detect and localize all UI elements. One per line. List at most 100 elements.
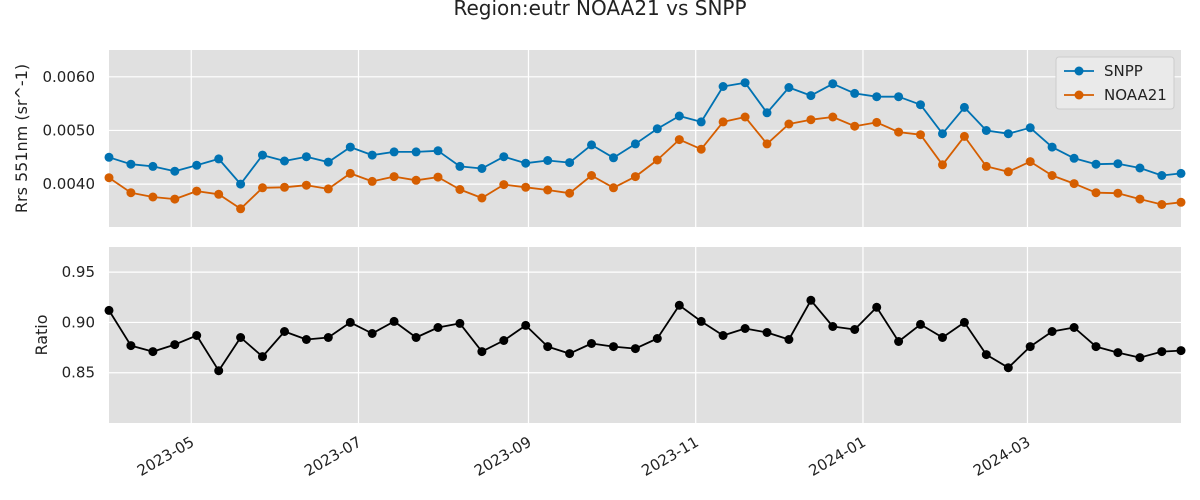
point-top-0-2	[148, 161, 158, 171]
point-top-1-19	[521, 182, 531, 192]
point-top-0-20	[543, 156, 553, 165]
point-top-1-23	[609, 183, 618, 193]
point-top-0-17	[477, 164, 487, 173]
point-top-0-43	[1047, 142, 1057, 152]
point-top-0-35	[872, 92, 882, 102]
series-layer-top	[104, 78, 1186, 214]
point-top-0-28	[718, 82, 728, 91]
point-top-1-9	[301, 180, 311, 190]
x-tick-label-2: 2023-09	[471, 433, 534, 480]
point-bottom-0-18	[499, 336, 509, 345]
chart-title: Region:eutr NOAA21 vs SNPP	[453, 0, 746, 20]
point-bottom-0-19	[521, 320, 531, 330]
point-top-0-16	[455, 161, 465, 171]
point-bottom-0-45	[1091, 342, 1101, 352]
point-bottom-0-8	[280, 327, 289, 336]
point-top-1-15	[433, 172, 443, 182]
y-tick-label-bottom-2: 0.95	[62, 263, 95, 281]
point-bottom-0-15	[433, 323, 443, 332]
point-top-1-33	[828, 112, 838, 122]
point-top-0-13	[389, 147, 399, 157]
point-top-1-1	[126, 188, 136, 198]
point-top-0-14	[411, 147, 421, 157]
point-bottom-0-37	[916, 319, 925, 329]
point-top-0-19	[521, 158, 531, 168]
point-top-0-46	[1113, 159, 1123, 169]
point-bottom-0-3	[170, 340, 180, 350]
point-top-0-31	[784, 83, 794, 92]
plot-background-bottom	[109, 247, 1181, 423]
point-top-1-21	[565, 188, 575, 198]
legend-label-0: SNPP	[1104, 62, 1143, 80]
point-top-1-47	[1135, 194, 1145, 204]
point-bottom-0-21	[565, 349, 575, 359]
legend-label-1: NOAA21	[1104, 86, 1167, 104]
point-top-0-24	[630, 139, 640, 149]
point-bottom-0-10	[323, 333, 333, 342]
point-top-1-17	[477, 193, 487, 203]
point-top-0-47	[1135, 163, 1145, 173]
legend: SNPP NOAA21	[1055, 56, 1175, 110]
point-top-1-37	[916, 130, 925, 140]
point-top-0-11	[345, 142, 355, 152]
point-bottom-0-49	[1176, 346, 1186, 356]
point-top-1-40	[981, 161, 991, 171]
point-top-0-0	[104, 152, 114, 162]
point-top-1-39	[959, 131, 969, 141]
point-top-0-34	[850, 88, 860, 98]
point-top-0-12	[367, 150, 377, 160]
point-bottom-0-33	[828, 322, 838, 331]
point-bottom-0-0	[104, 305, 114, 315]
y-tick-label-bottom-1: 0.90	[62, 313, 95, 331]
point-bottom-0-27	[696, 316, 706, 326]
point-top-1-48	[1157, 200, 1167, 209]
point-top-0-27	[696, 117, 706, 127]
x-tick-labels: 2023-05 2023-07 2023-09 2023-11 2024-01 2024-…	[134, 433, 1034, 480]
point-top-1-38	[938, 160, 947, 170]
point-top-1-44	[1069, 179, 1079, 189]
point-top-1-28	[718, 117, 728, 127]
y-tick-label-top-0: 0.0040	[43, 175, 96, 193]
x-tick-label-0: 2023-05	[134, 433, 197, 480]
point-top-0-49	[1176, 168, 1186, 178]
point-bottom-0-13	[389, 316, 399, 326]
point-top-0-38	[938, 129, 947, 139]
point-bottom-0-48	[1157, 347, 1167, 357]
point-top-0-1	[126, 159, 136, 169]
point-top-1-5	[214, 189, 224, 199]
point-top-1-12	[367, 176, 377, 186]
point-bottom-0-41	[1003, 363, 1013, 373]
point-top-1-34	[850, 121, 860, 131]
legend-marker-0	[1074, 66, 1084, 76]
point-bottom-0-7	[258, 352, 267, 362]
point-top-0-21	[565, 158, 575, 168]
point-top-1-2	[148, 192, 158, 202]
point-top-1-31	[784, 119, 794, 129]
point-top-0-9	[301, 152, 311, 162]
point-bottom-0-42	[1025, 342, 1035, 352]
point-bottom-0-40	[981, 350, 991, 360]
x-tick-label-4: 2024-01	[806, 433, 869, 480]
point-top-0-45	[1091, 159, 1101, 169]
y-axis-label-top: Rrs 551nm (sr^-1)	[12, 64, 31, 213]
y-ticks-top: 0.0040 0.0050 0.0060	[43, 68, 96, 193]
point-bottom-0-1	[126, 341, 136, 351]
top-panel: 0.0040 0.0050 0.0060 Rrs 551nm (sr^-1) SNP…	[12, 50, 1186, 227]
point-top-1-29	[740, 112, 750, 122]
point-top-0-40	[981, 126, 991, 135]
point-top-1-43	[1047, 171, 1057, 180]
legend-marker-1	[1074, 90, 1084, 100]
point-top-0-5	[214, 154, 224, 164]
point-top-0-30	[762, 108, 772, 118]
point-bottom-0-9	[301, 335, 311, 344]
point-bottom-0-46	[1113, 348, 1123, 358]
grid-top	[109, 50, 1181, 227]
point-top-0-41	[1003, 129, 1013, 139]
point-top-0-10	[323, 157, 333, 167]
point-top-0-48	[1157, 171, 1167, 180]
point-bottom-0-25	[652, 334, 662, 343]
point-top-0-37	[916, 100, 925, 110]
point-top-0-29	[740, 78, 750, 88]
point-top-1-35	[872, 117, 882, 127]
point-top-0-18	[499, 152, 509, 162]
